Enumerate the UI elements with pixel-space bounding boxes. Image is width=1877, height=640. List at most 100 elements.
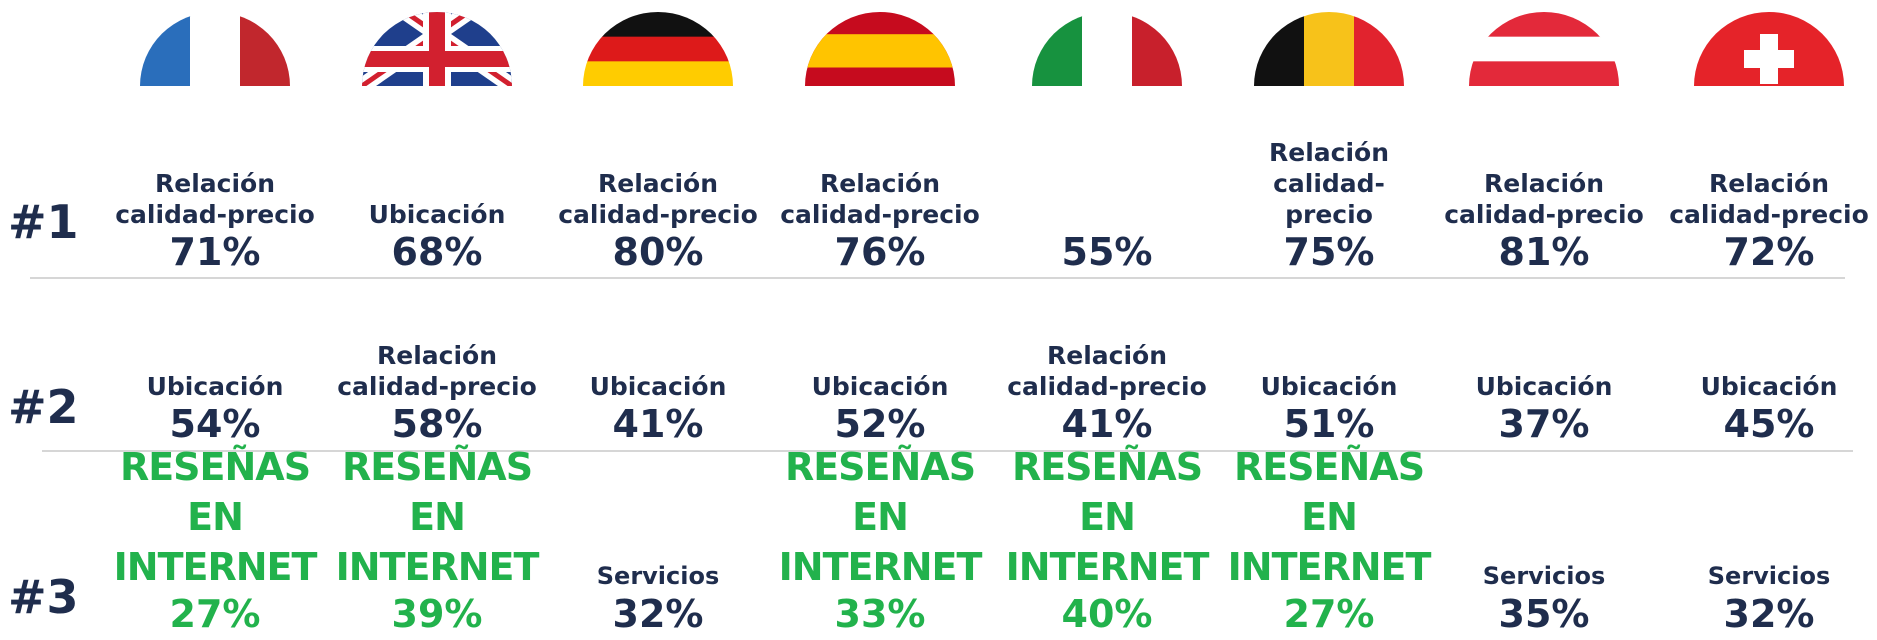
- cell-label: Relación calidad-precio: [1444, 169, 1644, 229]
- cell: Ubicación 68%: [327, 199, 547, 274]
- cell-value: 41%: [1061, 402, 1153, 446]
- cell-label: Ubicación: [1475, 372, 1613, 401]
- cell-label: RESEÑAS EN INTERNET: [778, 445, 983, 589]
- cell-label: Servicios: [1707, 562, 1831, 590]
- flag-band: [1132, 12, 1182, 86]
- flag-band: [583, 61, 733, 86]
- flag: [362, 12, 512, 86]
- cell-value: 41%: [612, 402, 704, 446]
- cell: Relación calidad-precio 71%: [105, 168, 325, 274]
- flag: [1032, 12, 1182, 86]
- cell-value: 81%: [1498, 230, 1590, 274]
- flag: [1694, 12, 1844, 86]
- cell-label: Relación calidad-precio: [780, 169, 980, 229]
- rank-label: #3: [8, 570, 79, 624]
- cell: Ubicación 52%: [770, 371, 990, 446]
- cell: RESEÑAS EN INTERNET 27%: [1227, 442, 1432, 636]
- flag-cross: [362, 51, 512, 67]
- cell-value: 39%: [391, 592, 483, 636]
- cell-label: Relación calidad-precio: [1268, 138, 1389, 229]
- cell-label: RESEÑAS EN INTERNET: [1227, 445, 1432, 589]
- cell-label: Ubicación: [811, 372, 949, 401]
- flag-cross: [429, 12, 445, 86]
- flag-band: [583, 36, 733, 62]
- cell: Relación calidad-precio 75%: [1254, 137, 1404, 274]
- cell-label: Relación calidad-precio: [1007, 341, 1207, 401]
- cell-label: Ubicación: [146, 372, 284, 401]
- flag-band: [1032, 12, 1083, 86]
- rank-label: #1: [8, 195, 79, 249]
- flag-band: [240, 12, 290, 86]
- cell: Ubicación 54%: [105, 371, 325, 446]
- cell-value: 27%: [169, 592, 261, 636]
- cell-value: 55%: [1061, 230, 1153, 274]
- flag-cross: [1744, 50, 1794, 68]
- flag-band: [1354, 12, 1404, 86]
- cell: Ubicación 41%: [548, 371, 768, 446]
- flag-band: [1254, 12, 1305, 86]
- cell-label: Ubicación: [1700, 372, 1838, 401]
- cell: RESEÑAS EN INTERNET 27%: [113, 442, 318, 636]
- cell-value: 32%: [1723, 592, 1815, 636]
- cell: Relación calidad-precio 41%: [997, 340, 1217, 446]
- flag-band: [1304, 12, 1355, 86]
- cell-value: 80%: [612, 230, 704, 274]
- cell-label: RESEÑAS EN INTERNET: [335, 445, 540, 589]
- cell-label: Relación calidad-precio: [115, 169, 315, 229]
- flag-band: [805, 34, 955, 68]
- flag: [583, 12, 733, 86]
- flag: [1254, 12, 1404, 86]
- cell-label: Ubicación: [368, 200, 506, 229]
- flag-band: [1469, 36, 1619, 62]
- cell-value: 33%: [834, 592, 926, 636]
- flags: [140, 12, 1844, 86]
- cell: Relación calidad-precio 76%: [770, 168, 990, 274]
- flag-band: [1469, 61, 1619, 86]
- flag: [140, 12, 290, 86]
- cell: Ubicación 37%: [1434, 371, 1654, 446]
- cell: Servicios 35%: [1434, 561, 1654, 636]
- cell-label: RESEÑAS EN INTERNET: [1005, 445, 1210, 589]
- cell-label: Servicios: [596, 562, 720, 590]
- cell-value: 32%: [612, 592, 704, 636]
- cell-label: Relación calidad-precio: [558, 169, 758, 229]
- cell: 55%: [997, 230, 1217, 274]
- cell-label: Relación calidad-precio: [1669, 169, 1869, 229]
- cell-value: 76%: [834, 230, 926, 274]
- cell: Relación calidad-precio 80%: [548, 168, 768, 274]
- cell-value: 27%: [1283, 592, 1375, 636]
- cell: RESEÑAS EN INTERNET 33%: [778, 442, 983, 636]
- cell-value: 51%: [1283, 402, 1375, 446]
- cell-value: 52%: [834, 402, 926, 446]
- cell-value: 71%: [169, 230, 261, 274]
- cell-value: 35%: [1498, 592, 1590, 636]
- cell: RESEÑAS EN INTERNET 39%: [335, 442, 540, 636]
- cell-value: 58%: [391, 402, 483, 446]
- cell-label: Servicios: [1482, 562, 1606, 590]
- cell-value: 72%: [1723, 230, 1815, 274]
- cell-value: 68%: [391, 230, 483, 274]
- cell: Ubicación 45%: [1659, 371, 1877, 446]
- separator: [42, 450, 1853, 452]
- cell-label: RESEÑAS EN INTERNET: [113, 445, 318, 589]
- cell-value: 75%: [1283, 230, 1375, 274]
- cell-label: Ubicación: [589, 372, 727, 401]
- cell-label: Ubicación: [1260, 372, 1398, 401]
- cell-label: Relación calidad-precio: [337, 341, 537, 401]
- flag: [805, 12, 955, 86]
- cell-value: 54%: [169, 402, 261, 446]
- rank-label: #2: [8, 380, 79, 434]
- flag-band: [190, 12, 241, 86]
- cell: Relación calidad-precio 58%: [327, 340, 547, 446]
- cell: Servicios 32%: [1659, 561, 1877, 636]
- cell-value: 40%: [1061, 592, 1153, 636]
- flag-band: [583, 12, 733, 38]
- flag-band: [1082, 12, 1133, 86]
- cell-value: 45%: [1723, 402, 1815, 446]
- separator: [30, 277, 1845, 279]
- cell-value: 37%: [1498, 402, 1590, 446]
- cell: Relación calidad-precio 72%: [1659, 168, 1877, 274]
- flag-band: [140, 12, 191, 86]
- cell: Relación calidad-precio 81%: [1434, 168, 1654, 274]
